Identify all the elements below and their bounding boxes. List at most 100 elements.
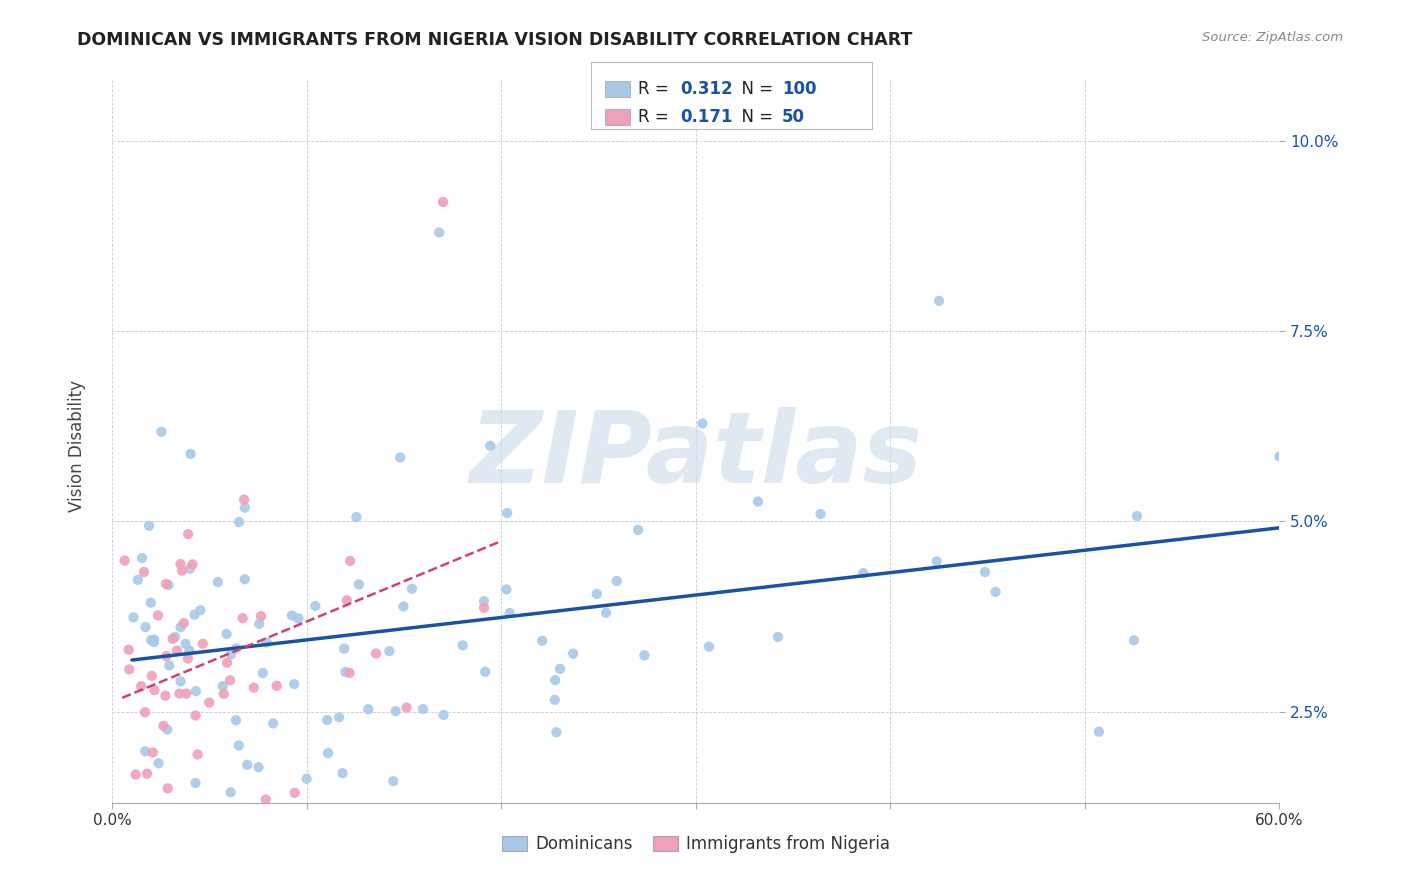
Point bbox=[548, 662, 571, 676]
Point bbox=[495, 582, 517, 597]
Point bbox=[236, 757, 259, 772]
Point bbox=[287, 611, 309, 625]
Point bbox=[169, 557, 191, 571]
Point bbox=[697, 640, 720, 654]
Point bbox=[472, 594, 495, 608]
Point bbox=[392, 599, 415, 614]
Point bbox=[174, 687, 197, 701]
Point bbox=[378, 644, 401, 658]
Text: R =: R = bbox=[638, 108, 675, 127]
Point bbox=[295, 772, 318, 786]
Point bbox=[138, 518, 160, 533]
Point bbox=[384, 704, 406, 718]
Point bbox=[852, 566, 875, 580]
Point bbox=[562, 647, 585, 661]
Point bbox=[146, 608, 169, 623]
Point bbox=[474, 665, 496, 679]
Point bbox=[190, 603, 212, 617]
Point bbox=[499, 606, 522, 620]
Point bbox=[155, 577, 177, 591]
Point bbox=[252, 666, 274, 681]
Point bbox=[152, 719, 174, 733]
Point bbox=[215, 656, 238, 670]
Point bbox=[143, 683, 166, 698]
Point bbox=[136, 766, 159, 780]
Point bbox=[157, 578, 180, 592]
Point bbox=[191, 637, 214, 651]
Point bbox=[974, 565, 997, 579]
Text: ZIPatlas: ZIPatlas bbox=[470, 408, 922, 505]
Point bbox=[166, 643, 188, 657]
Point bbox=[181, 558, 204, 572]
Point bbox=[283, 677, 305, 691]
Point bbox=[546, 725, 568, 739]
Point bbox=[364, 647, 387, 661]
Point bbox=[143, 632, 166, 647]
Text: R =: R = bbox=[638, 80, 675, 98]
Point bbox=[187, 747, 209, 762]
Point bbox=[233, 500, 256, 515]
Point bbox=[382, 774, 405, 789]
Point bbox=[316, 746, 339, 760]
Point bbox=[585, 587, 607, 601]
Point bbox=[247, 760, 270, 774]
Point bbox=[928, 293, 950, 308]
Point bbox=[336, 593, 359, 607]
Point bbox=[135, 620, 157, 634]
Point bbox=[169, 620, 191, 634]
Point bbox=[228, 515, 250, 529]
Point bbox=[150, 425, 173, 439]
Point bbox=[232, 611, 254, 625]
Point bbox=[925, 554, 948, 568]
Point bbox=[266, 679, 288, 693]
Point bbox=[412, 702, 434, 716]
Point bbox=[163, 630, 186, 644]
Point bbox=[114, 554, 136, 568]
Text: 50: 50 bbox=[782, 108, 804, 127]
Legend: Dominicans, Immigrants from Nigeria: Dominicans, Immigrants from Nigeria bbox=[495, 828, 897, 860]
Point bbox=[180, 447, 202, 461]
Point bbox=[198, 696, 221, 710]
Point bbox=[148, 756, 170, 771]
Point bbox=[233, 572, 256, 586]
Point bbox=[143, 635, 166, 649]
Point bbox=[810, 507, 832, 521]
Point bbox=[328, 710, 350, 724]
Point bbox=[606, 574, 628, 588]
Point bbox=[1088, 724, 1111, 739]
Point bbox=[692, 417, 714, 431]
Point bbox=[451, 638, 474, 652]
Point bbox=[254, 792, 277, 806]
Text: DOMINICAN VS IMMIGRANTS FROM NIGERIA VISION DISABILITY CORRELATION CHART: DOMINICAN VS IMMIGRANTS FROM NIGERIA VIS… bbox=[77, 31, 912, 49]
Point bbox=[357, 702, 380, 716]
Point bbox=[382, 815, 405, 830]
Point bbox=[118, 662, 141, 676]
Point bbox=[1126, 509, 1149, 524]
Point bbox=[339, 554, 361, 568]
Point bbox=[170, 564, 193, 578]
Point bbox=[118, 808, 141, 822]
Point bbox=[141, 633, 163, 648]
Point bbox=[766, 630, 789, 644]
Point bbox=[118, 642, 141, 657]
Point bbox=[284, 786, 307, 800]
Point bbox=[127, 573, 149, 587]
Point bbox=[142, 746, 165, 760]
Point bbox=[134, 744, 156, 758]
Point bbox=[165, 805, 187, 820]
Point bbox=[544, 693, 567, 707]
Point bbox=[183, 607, 205, 622]
Point bbox=[747, 494, 769, 508]
Point bbox=[179, 562, 201, 576]
Point bbox=[184, 708, 207, 723]
Point bbox=[1123, 633, 1146, 648]
Text: 100: 100 bbox=[782, 80, 817, 98]
Point bbox=[1268, 450, 1291, 464]
Point bbox=[496, 506, 519, 520]
Text: 0.312: 0.312 bbox=[681, 80, 733, 98]
Point bbox=[427, 226, 450, 240]
Point bbox=[177, 527, 200, 541]
Point bbox=[156, 723, 179, 737]
Point bbox=[432, 707, 454, 722]
Point bbox=[233, 492, 256, 507]
